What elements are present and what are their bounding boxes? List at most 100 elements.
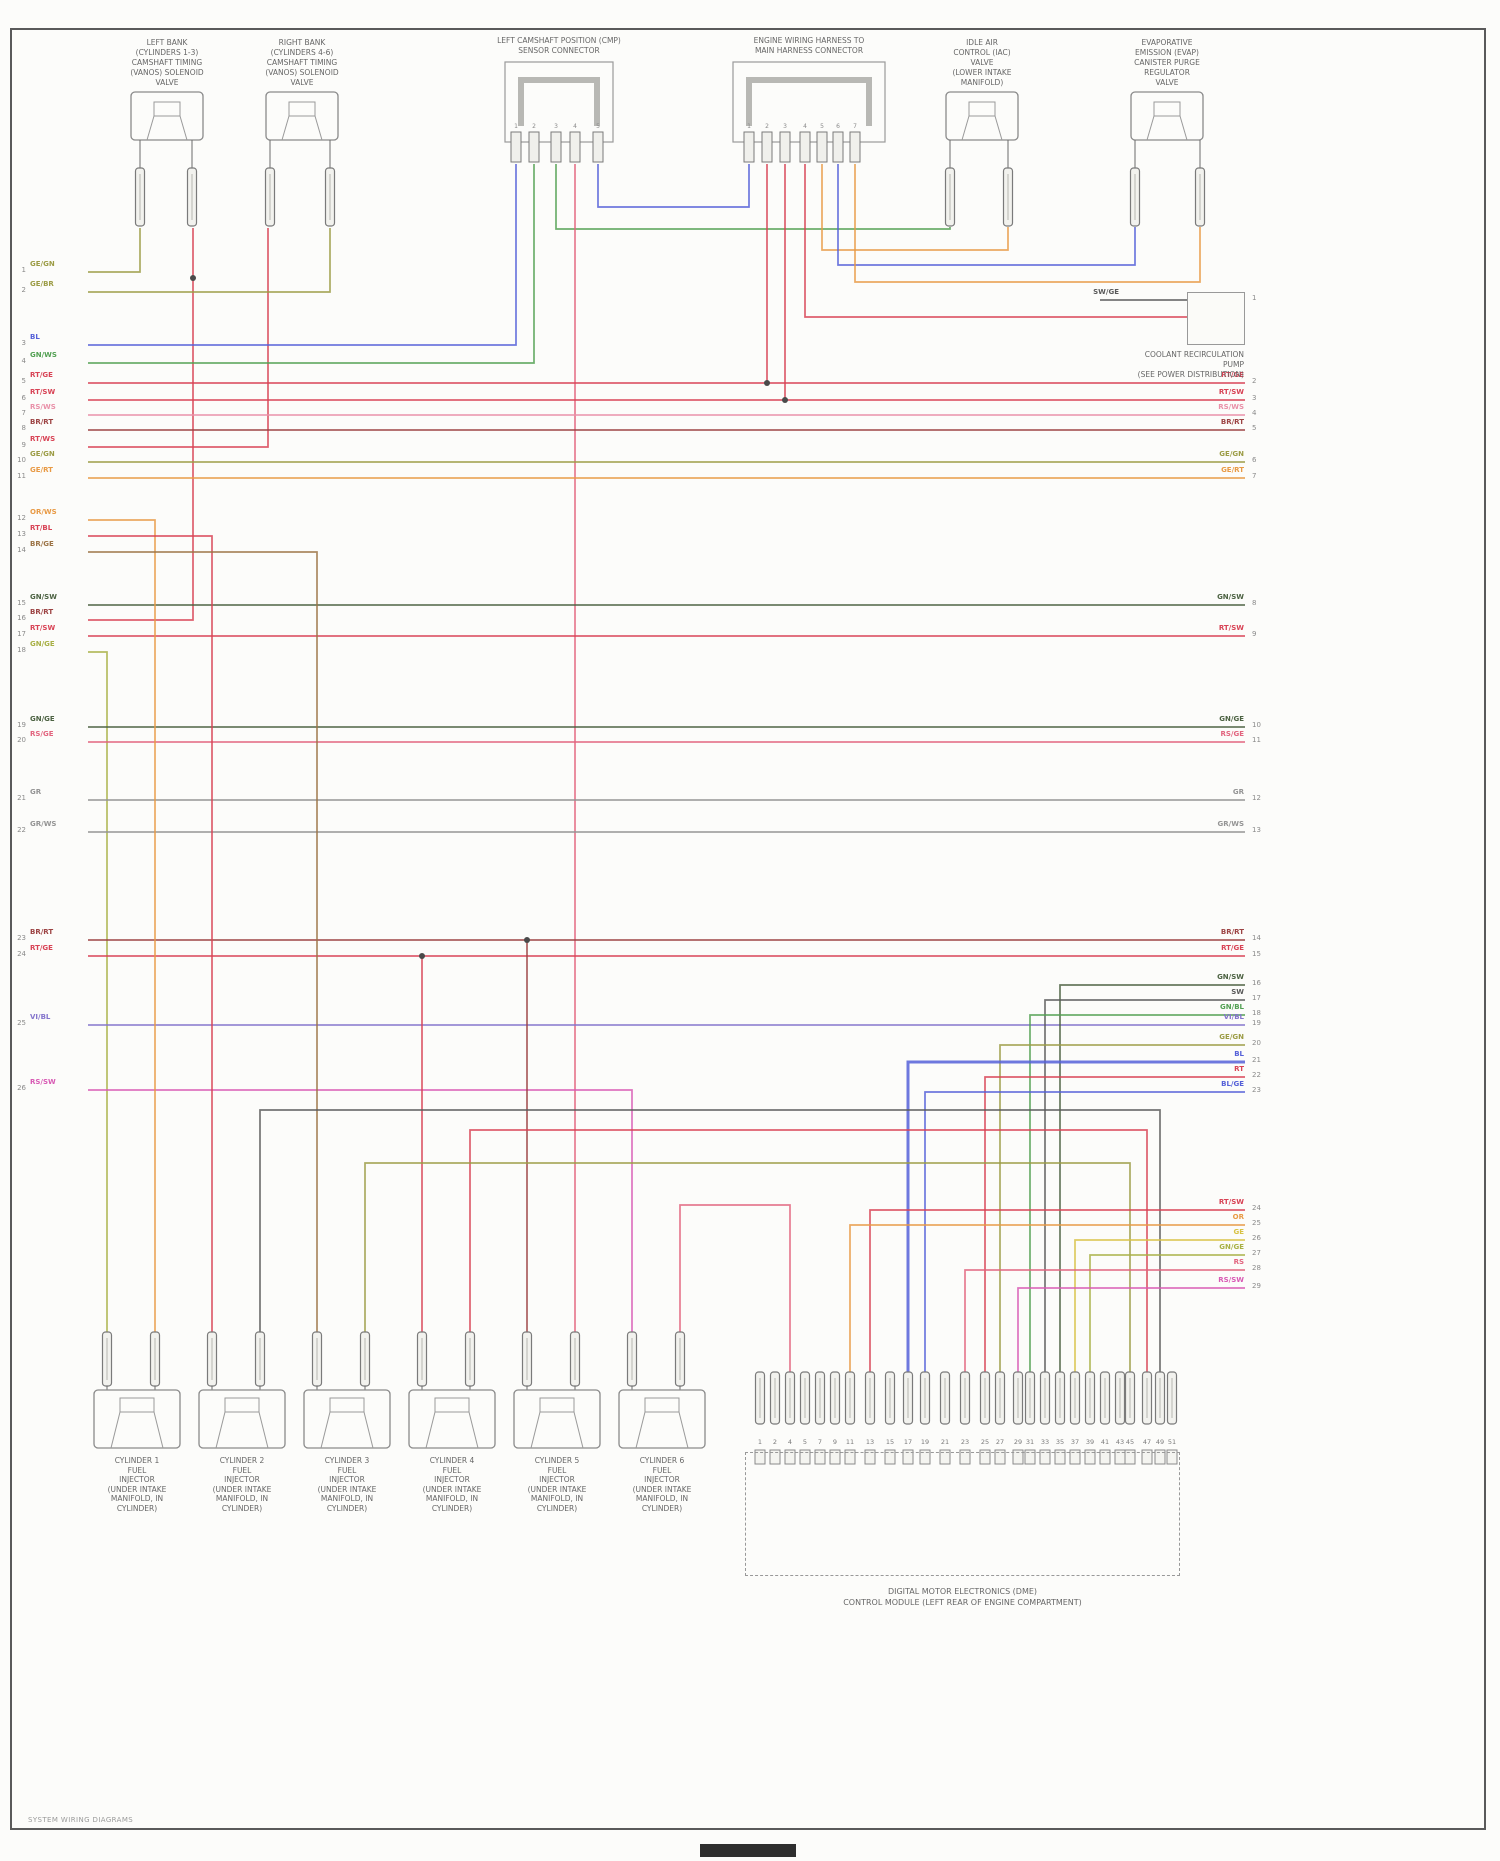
pin-number: 2 [532, 123, 536, 130]
component-label: (UNDER INTAKE [632, 1484, 692, 1494]
component-detail [110, 1411, 164, 1449]
wire-pin-number: 12 [17, 514, 26, 522]
wire-pin-number: 1 [1252, 294, 1257, 302]
wire-pin-number: 24 [17, 950, 26, 958]
ecm-pin-socket [1099, 1449, 1111, 1465]
ecm-pin-socket [829, 1449, 841, 1465]
wire-pin-number: 2 [21, 286, 26, 294]
connector-pin [832, 131, 844, 163]
wire-code-label: GR [1232, 788, 1244, 796]
wire-red-1 [88, 228, 194, 621]
ecm-pin-socket [769, 1449, 781, 1465]
wire-blue-4 [88, 164, 517, 346]
connector-pin [510, 131, 522, 163]
wire-code-label: GN/WS [30, 351, 57, 359]
wire-pin-number: 16 [17, 614, 26, 622]
connector-pin [761, 131, 773, 163]
wire-code-label: GN/SW [1217, 973, 1244, 981]
wire-pin-number: 16 [1252, 979, 1261, 987]
ecm-pin-number: 1 [758, 1438, 762, 1446]
component-label: FUEL [652, 1465, 672, 1475]
connector-pin [528, 131, 540, 163]
component-label: INJECTOR [329, 1475, 365, 1484]
ecm-pin-number: 39 [1086, 1438, 1094, 1446]
wire-orange-21 [854, 164, 1201, 283]
wire-red-46 [469, 1129, 1148, 1372]
component-label: CYLINDER 5 [534, 1456, 580, 1465]
wire-pin-number: 6 [1252, 456, 1257, 464]
component-detail [1146, 115, 1188, 141]
wire-code-label: GN/GE [1219, 1243, 1244, 1251]
component-label: VALVE [155, 78, 179, 87]
component-label: VALVE [290, 78, 314, 87]
component-label: RIGHT BANK [278, 38, 326, 47]
ecm-pin-number: 21 [941, 1438, 949, 1446]
wire-pin-number: 3 [1252, 394, 1257, 402]
wire-code-label: GN/SW [1217, 593, 1244, 601]
wire-orange-50 [849, 1224, 1245, 1372]
wire-pin-number: 10 [1252, 721, 1261, 729]
component-label: ENGINE WIRING HARNESS TO [753, 36, 865, 45]
ecm-pin-number: 2 [773, 1438, 777, 1446]
ecm-dashed-box [745, 1452, 1180, 1576]
wire-pin-number: 26 [17, 1084, 26, 1092]
wire-pin-number: 13 [17, 530, 26, 538]
component-label: CYLINDER 3 [324, 1456, 370, 1465]
component-label: (UNDER INTAKE [107, 1484, 167, 1494]
component-label: CYLINDER) [221, 1503, 263, 1513]
ecm-pin-socket [784, 1449, 796, 1465]
component-body [198, 1389, 286, 1449]
connector-pin [743, 131, 755, 163]
wire-code-label: GE/GN [1219, 450, 1244, 458]
ecm-pin-socket [959, 1449, 971, 1465]
ecm-pin-number: 49 [1156, 1438, 1164, 1446]
component-detail [968, 101, 996, 117]
wire-pin-number: 14 [17, 546, 26, 554]
ecm-pin-number: 25 [981, 1438, 989, 1446]
wire-pin-number: 17 [17, 630, 26, 638]
ecm-label-line: DIGITAL MOTOR ELECTRONICS (DME) [887, 1587, 1038, 1596]
wire-code-label: GE/RT [30, 466, 53, 474]
wire-code-label: RS/GE [30, 730, 54, 738]
ecm-pin-socket [884, 1449, 896, 1465]
wire-olive-47 [364, 1162, 1131, 1372]
component-label: MANIFOLD, IN [320, 1494, 374, 1503]
component-label: MAIN HARNESS CONNECTOR [754, 46, 864, 55]
wire-red-34 [88, 535, 213, 1332]
wire-code-label: RT/GE [1221, 371, 1244, 379]
wire-pin-number: 24 [1252, 1204, 1261, 1212]
wire-pin-number: 18 [17, 646, 26, 654]
pin-number: 2 [765, 123, 769, 130]
component-label: FUEL [337, 1465, 357, 1475]
wire-orange-19 [821, 164, 1009, 251]
wire-olive-41 [999, 1044, 1245, 1372]
ecm-pin-number: 7 [818, 1438, 822, 1446]
wire-code-label: SW/GE [1093, 288, 1119, 296]
ecm-pin-number: 35 [1056, 1438, 1064, 1446]
wire-olive-0 [88, 228, 141, 273]
wire-red-49 [869, 1209, 1245, 1372]
component-label: INJECTOR [539, 1475, 575, 1484]
wire-green-40 [1029, 1014, 1245, 1372]
junction-dot [764, 380, 770, 386]
wire-pin-number: 4 [1252, 409, 1257, 417]
ecm-pin-socket [1084, 1449, 1096, 1465]
wire-code-label: GN/GE [1219, 715, 1244, 723]
pin-number: 5 [820, 123, 824, 130]
junction-dot [782, 397, 788, 403]
pin-number: 6 [836, 123, 840, 130]
wire-crimson-48 [679, 1204, 791, 1372]
ecm-pin-socket [1012, 1449, 1024, 1465]
wire-pin-number: 20 [1252, 1039, 1261, 1047]
ecm-pin-socket [994, 1449, 1006, 1465]
wire-code-label: RT/GE [1221, 944, 1244, 952]
component-detail [215, 1411, 269, 1449]
ecm-pin-socket [979, 1449, 991, 1465]
junction-dot [190, 275, 196, 281]
wire-pin-number: 26 [1252, 1234, 1261, 1242]
wire-green-6 [555, 164, 951, 230]
wire-code-label: GR [30, 788, 42, 796]
wire-code-label: OR/WS [30, 508, 57, 516]
wire-code-label: RT/BL [30, 524, 53, 532]
ecm-pin-socket [814, 1449, 826, 1465]
